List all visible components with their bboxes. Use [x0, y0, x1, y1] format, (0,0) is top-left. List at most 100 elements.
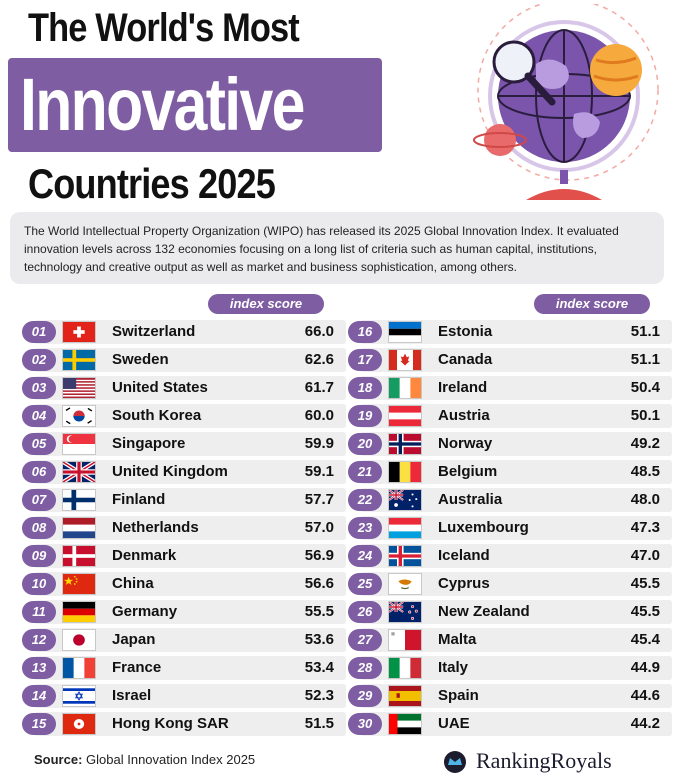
- singapore-flag-icon: [62, 433, 96, 455]
- table-row: 02 Sweden 62.6: [22, 346, 346, 374]
- table-row: 11 Germany 55.5: [22, 598, 346, 626]
- title-line-1: The World's Most: [28, 6, 300, 50]
- switzerland-flag-icon: [62, 321, 96, 343]
- table-row: 08 Netherlands 57.0: [22, 514, 346, 542]
- index-score: 51.1: [630, 323, 660, 340]
- index-score: 53.6: [304, 631, 334, 648]
- table-row: 07 Finland 57.7: [22, 486, 346, 514]
- rank-badge: 12: [22, 629, 56, 651]
- source-label: Source:: [34, 752, 83, 767]
- table-row: 09 Denmark 56.9: [22, 542, 346, 570]
- rank-badge: 28: [348, 657, 382, 679]
- title-highlight-band: [8, 58, 382, 152]
- table-row: 12 Japan 53.6: [22, 626, 346, 654]
- table-row: 10 China 56.6: [22, 570, 346, 598]
- index-score: 50.1: [630, 407, 660, 424]
- norway-flag-icon: [388, 433, 422, 455]
- country-name: United Kingdom: [112, 463, 228, 480]
- rank-badge: 27: [348, 629, 382, 651]
- country-name: Canada: [438, 351, 493, 368]
- index-score: 44.9: [630, 659, 660, 676]
- index-score: 59.9: [304, 435, 334, 452]
- title-line-3: Countries 2025: [28, 160, 276, 207]
- germany-flag-icon: [62, 601, 96, 623]
- rank-badge: 30: [348, 713, 382, 735]
- rank-badge: 24: [348, 545, 382, 567]
- country-name: Austria: [438, 407, 490, 424]
- malta-flag-icon: [388, 629, 422, 651]
- rank-badge: 25: [348, 573, 382, 595]
- rank-badge: 14: [22, 685, 56, 707]
- rank-badge: 17: [348, 349, 382, 371]
- south-korea-flag-icon: [62, 405, 96, 427]
- country-name: United States: [112, 379, 208, 396]
- rank-badge: 13: [22, 657, 56, 679]
- country-name: Denmark: [112, 547, 177, 564]
- index-score: 53.4: [304, 659, 334, 676]
- index-score: 50.4: [630, 379, 660, 396]
- china-flag-icon: [62, 573, 96, 595]
- table-row: 05 Singapore 59.9: [22, 430, 346, 458]
- uae-flag-icon: [388, 713, 422, 735]
- rank-badge: 02: [22, 349, 56, 371]
- index-score: 66.0: [304, 323, 334, 340]
- table-row: 28 Italy 44.9: [348, 654, 672, 682]
- table-row: 03 United States 61.7: [22, 374, 346, 402]
- index-score: 62.6: [304, 351, 334, 368]
- country-name: Singapore: [112, 435, 186, 452]
- belgium-flag-icon: [388, 461, 422, 483]
- rank-badge: 18: [348, 377, 382, 399]
- rank-badge: 21: [348, 461, 382, 483]
- table-row: 17 Canada 51.1: [348, 346, 672, 374]
- table-row: 20 Norway 49.2: [348, 430, 672, 458]
- index-score: 56.6: [304, 575, 334, 592]
- rank-badge: 05: [22, 433, 56, 455]
- title-line-2: Innovative: [20, 63, 305, 146]
- country-name: Japan: [112, 631, 156, 648]
- rank-badge: 01: [22, 321, 56, 343]
- country-name: Australia: [438, 491, 503, 508]
- index-score: 57.7: [304, 491, 334, 508]
- table-row: 15 Hong Kong SAR 51.5: [22, 710, 346, 738]
- australia-flag-icon: [388, 489, 422, 511]
- table-row: 01 Switzerland 66.0: [22, 318, 346, 346]
- country-name: Israel: [112, 687, 152, 704]
- table-row: 21 Belgium 48.5: [348, 458, 672, 486]
- rank-badge: 16: [348, 321, 382, 343]
- country-name: Sweden: [112, 351, 169, 368]
- index-score: 59.1: [304, 463, 334, 480]
- table-row: 23 Luxembourg 47.3: [348, 514, 672, 542]
- rank-badge: 07: [22, 489, 56, 511]
- table-row: 27 Malta 45.4: [348, 626, 672, 654]
- sweden-flag-icon: [62, 349, 96, 371]
- table-row: 14 Israel 52.3: [22, 682, 346, 710]
- country-name: Germany: [112, 603, 178, 620]
- estonia-flag-icon: [388, 321, 422, 343]
- index-score: 45.4: [630, 631, 660, 648]
- source-note: Source: Global Innovation Index 2025: [34, 752, 255, 767]
- rank-badge: 08: [22, 517, 56, 539]
- rank-badge: 06: [22, 461, 56, 483]
- country-name: Belgium: [438, 463, 498, 480]
- table-row: 04 South Korea 60.0: [22, 402, 346, 430]
- globe-illustration-icon: [473, 4, 659, 200]
- index-score: 48.5: [630, 463, 660, 480]
- rank-badge: 22: [348, 489, 382, 511]
- country-name: China: [112, 575, 154, 592]
- hong-kong-flag-icon: [62, 713, 96, 735]
- country-name: Netherlands: [112, 519, 199, 536]
- ireland-flag-icon: [388, 377, 422, 399]
- ranking-royals-logo-icon: [444, 751, 466, 773]
- index-score: 61.7: [304, 379, 334, 396]
- index-score: 45.5: [630, 575, 660, 592]
- netherlands-flag-icon: [62, 517, 96, 539]
- rank-badge: 19: [348, 405, 382, 427]
- rank-badge: 10: [22, 573, 56, 595]
- country-name: Finland: [112, 491, 166, 508]
- brand-name: RankingRoyals: [476, 748, 612, 773]
- country-name: South Korea: [112, 407, 202, 424]
- japan-flag-icon: [62, 629, 96, 651]
- luxembourg-flag-icon: [388, 517, 422, 539]
- usa-flag-icon: [62, 377, 96, 399]
- country-name: Cyprus: [438, 575, 490, 592]
